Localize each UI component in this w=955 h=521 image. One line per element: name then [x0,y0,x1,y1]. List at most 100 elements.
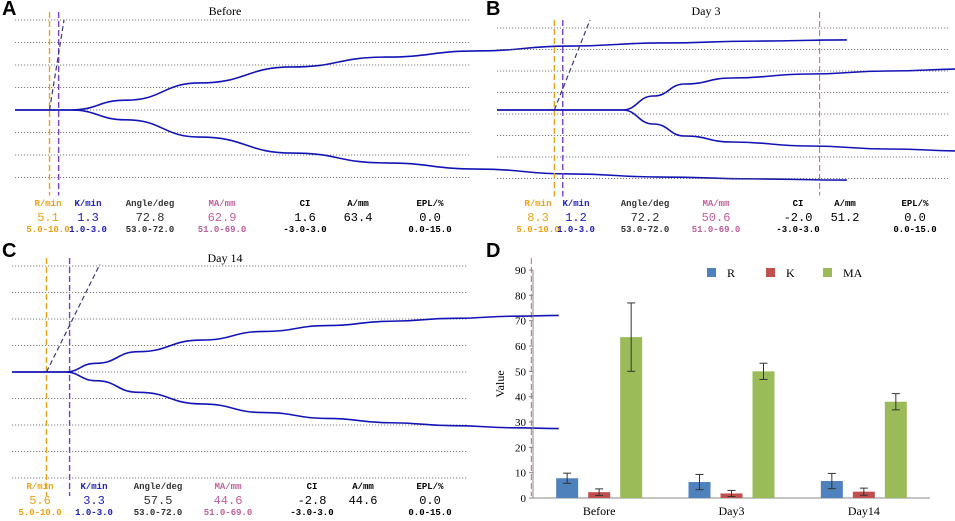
y-tick-label: 60 [515,341,527,353]
teg-title: Day 14 [208,251,243,265]
param-value: 0.0 [419,211,441,225]
y-tick-label: 10 [515,468,527,480]
y-tick-label: 80 [515,290,527,302]
param-label: K/min [80,482,107,492]
legend-swatch-k [766,268,775,277]
param-range: 51.0-69.0 [198,225,247,235]
param-range: 53.0-72.0 [134,508,183,518]
param-range: 53.0-72.0 [621,225,670,235]
param-range: 5.0-10.0 [26,225,69,235]
param-label: CI [793,199,804,209]
legend-swatch-ma [823,268,832,277]
param-label: Angle/deg [621,199,670,209]
panel-letter-b: B [486,0,501,20]
param-value: 72.8 [136,211,165,225]
legend-label: K [786,266,795,280]
param-range: 0.0-15.0 [893,225,936,235]
category-label: Day14 [848,504,880,518]
legend-label: MA [843,266,863,280]
legend-swatch-r [707,268,716,277]
param-range: 53.0-72.0 [126,225,175,235]
param-value: 3.3 [83,494,105,508]
param-range: 1.0-3.0 [69,225,107,235]
param-value: 0.0 [419,494,441,508]
bar-ma-day3 [752,371,775,498]
teg-panel-1: BeforeR/min5.15.0-10.0K/min1.31.0-3.0Ang… [15,4,847,235]
param-label: MA/mm [702,199,730,209]
y-tick-label: 40 [515,392,527,404]
teg-title: Day 3 [692,4,721,18]
param-label: R/min [524,199,551,209]
teg-curve-upper [497,68,955,111]
teg-title: Before [209,4,242,18]
angle-tangent-line [48,19,65,111]
param-value: -2.0 [784,211,813,225]
bar-ma-day14 [884,401,907,498]
param-label: A/mm [834,199,856,209]
y-tick-label: 50 [515,366,527,378]
param-range: 1.0-3.0 [557,225,595,235]
y-tick-label: 0 [521,493,527,505]
angle-tangent-line [553,19,591,111]
param-value: 5.6 [29,494,51,508]
panel-letter-a: A [2,0,17,20]
param-value: 44.6 [349,494,378,508]
teg-curve-lower [12,371,559,430]
panel-letter-c: C [2,240,17,262]
bar-r-day14 [820,481,843,498]
param-value: 57.5 [144,494,173,508]
param-label: Angle/deg [126,199,175,209]
y-tick-label: 20 [515,442,527,454]
teg-curve-lower [15,109,847,181]
param-value: 62.9 [208,211,237,225]
param-label: EPL/% [416,199,444,209]
param-value: 63.4 [344,211,373,225]
param-value: 1.2 [565,211,587,225]
bar-ma-before [620,337,643,498]
bar-chart: 0 10 20 30 40 50 60 70 80 90 Value Before Day3 Day14 R… [493,265,930,518]
param-range: 51.0-69.0 [692,225,741,235]
category-label: Before [583,504,616,518]
param-label: A/mm [347,199,369,209]
bar-r-before [556,478,579,498]
param-value: 1.6 [294,211,316,225]
param-label: R/min [26,482,53,492]
teg-curve-lower [497,109,955,152]
teg-panel-3: Day 14 R/min 5.65.0-10.0 K/min 3.31.0-3.0 Ang… [12,251,559,518]
param-label: R/min [34,199,61,209]
y-tick-label: 30 [515,417,527,429]
panel-letter-d: D [486,240,501,262]
param-value: 50.6 [702,211,731,225]
param-range: 51.0-69.0 [204,508,253,518]
param-label: MA/mm [208,199,236,209]
param-label: A/mm [352,482,374,492]
param-label: MA/mm [214,482,242,492]
param-value: -2.8 [298,494,327,508]
y-axis-label: Value [493,370,507,397]
category-label: Day3 [719,504,745,518]
param-value: 51.2 [831,211,860,225]
param-range: -3.0-3.0 [776,225,819,235]
param-value: 8.3 [527,211,549,225]
param-range: 5.0-10.0 [516,225,559,235]
param-label: K/min [562,199,589,209]
angle-tangent-line [45,263,101,373]
teg-curve-upper [12,314,559,373]
param-range: -3.0-3.0 [283,225,326,235]
param-range: 1.0-3.0 [75,508,113,518]
param-value: 1.3 [77,211,99,225]
param-label: CI [307,482,318,492]
param-label: EPL/% [901,199,929,209]
param-label: CI [300,199,311,209]
param-range: -3.0-3.0 [290,508,333,518]
legend-label: R [727,266,735,280]
param-label: K/min [74,199,101,209]
teg-panel-2: Day 3 R/min 8.35.0-10.0 K/min 1.21.0-3.0 Angl… [497,4,955,235]
param-range: 0.0-15.0 [408,508,451,518]
teg-curve-upper [15,39,847,111]
param-label: Angle/deg [134,482,183,492]
param-range: 0.0-15.0 [408,225,451,235]
y-tick-label: 90 [515,265,527,277]
param-value: 44.6 [214,494,243,508]
